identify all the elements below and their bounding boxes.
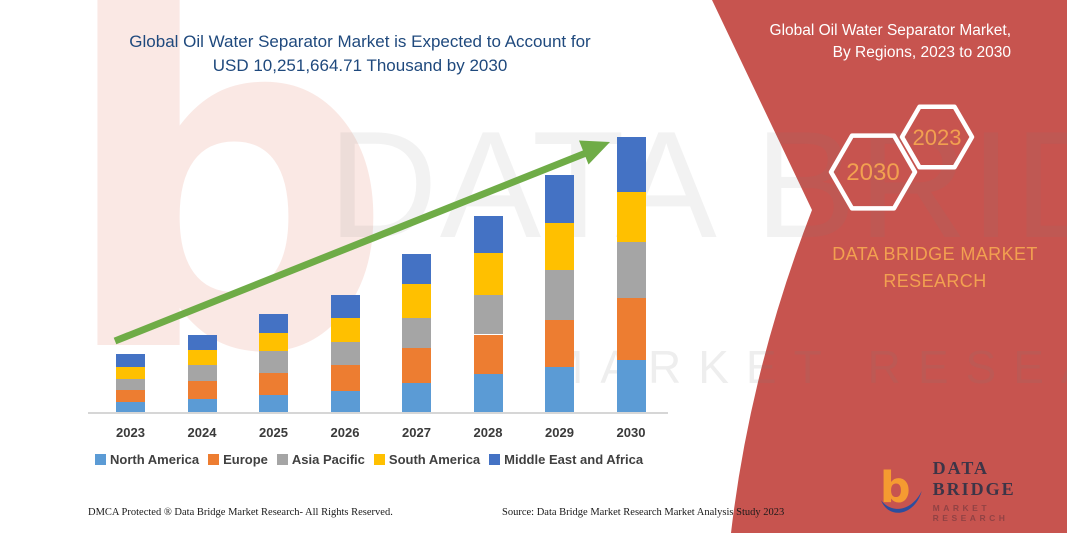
legend-label: South America [388, 452, 481, 467]
legend-swatch [373, 454, 385, 465]
bar-segment-2030-middle-east-and-africa [616, 137, 646, 192]
x-axis-label-2028: 2028 [473, 425, 503, 440]
hexagon-2030-label: 2030 [846, 159, 899, 186]
chart-title-line2: USD 10,251,664.71 Thousand by 2030 [212, 56, 508, 75]
bar-segment-2025-north-america [259, 394, 288, 413]
footer-dmca-text: DMCA Protected ® Data Bridge Market Rese… [88, 507, 393, 518]
logo-name: DATA BRIDGE [932, 458, 1016, 499]
bar-segment-2026-north-america [330, 390, 360, 413]
bar-segment-2030-south-america [616, 191, 646, 243]
hexagon-2030 [828, 133, 918, 211]
bar-segment-2029-north-america [545, 366, 574, 413]
legend-swatch [489, 454, 501, 465]
red-panel-shape [712, 0, 1067, 533]
side-panel-title-line1: Global Oil Water Separator Market, [769, 22, 1011, 39]
legend-item-middle-east-and-africa: Middle East and Africa [489, 452, 643, 467]
x-axis-label-2030: 2030 [616, 425, 646, 440]
data-bridge-logo: b DATA BRIDGE MARKET RESEARCH [880, 458, 1067, 523]
bar-segment-2023-middle-east-and-africa [116, 353, 145, 367]
x-axis-line [88, 412, 668, 414]
side-panel-brand-line2: RESEARCH [883, 271, 987, 291]
bar-segment-2023-europe [116, 390, 145, 402]
bar-segment-2023-asia-pacific [116, 379, 145, 391]
bar-segment-2024-asia-pacific [187, 365, 217, 381]
legend-item-south-america: South America [373, 452, 481, 467]
bar-segment-2030-asia-pacific [616, 242, 646, 298]
data-bridge-logo-text: DATA BRIDGE MARKET RESEARCH [933, 458, 1067, 523]
bar-segment-2026-europe [330, 364, 360, 391]
bar-segment-2025-asia-pacific [259, 351, 288, 373]
bar-segment-2027-europe [402, 347, 431, 383]
legend-label: North America [110, 452, 200, 467]
legend-label: Asia Pacific [291, 452, 365, 467]
x-axis-label-2024: 2024 [187, 425, 217, 440]
bar-segment-2028-north-america [473, 373, 503, 413]
bar-segment-2023-south-america [116, 366, 145, 380]
legend-item-asia-pacific: Asia Pacific [276, 452, 365, 467]
bar-segment-2026-asia-pacific [330, 342, 360, 365]
bar-segment-2025-europe [259, 372, 288, 395]
logo-subtitle: MARKET RESEARCH [932, 503, 1009, 523]
chart-legend: North America Europe Asia Pacific South Ame… [95, 452, 643, 467]
bar-segment-2024-europe [187, 380, 217, 399]
legend-swatch [95, 454, 106, 465]
legend-swatch [208, 454, 220, 465]
bar-segment-2030-europe [616, 297, 646, 361]
bar-segment-2027-north-america [402, 382, 431, 413]
side-panel-title: Global Oil Water Separator Market, By Re… [681, 20, 1011, 64]
legend-item-europe: Europe [208, 452, 268, 467]
data-bridge-logo-icon: b [880, 463, 922, 513]
footer-source-text: Source: Data Bridge Market Research Mark… [502, 507, 785, 518]
chart-title: Global Oil Water Separator Market is Exp… [95, 30, 625, 78]
x-axis-label-2029: 2029 [545, 425, 574, 440]
legend-item-north-america: North America [95, 452, 199, 467]
x-axis-label-2027: 2027 [402, 425, 431, 440]
hexagon-2023-label: 2023 [913, 125, 962, 150]
x-axis-label-2023: 2023 [116, 425, 145, 440]
bar-segment-2023-north-america [116, 402, 145, 413]
bar-segment-2024-north-america [187, 398, 217, 413]
chart-title-line1: Global Oil Water Separator Market is Exp… [129, 32, 591, 51]
legend-label: Middle East and Africa [504, 452, 644, 467]
hexagon-2023 [899, 104, 975, 170]
x-axis-label-2026: 2026 [330, 425, 360, 440]
side-panel-brand-line1: DATA BRIDGE MARKET [832, 244, 1038, 264]
side-panel-brand-text: DATA BRIDGE MARKET RESEARCH [818, 241, 1052, 295]
legend-label: Europe [223, 452, 268, 467]
x-axis-label-2025: 2025 [259, 425, 288, 440]
bar-segment-2024-south-america [187, 350, 217, 366]
side-panel-title-line2: By Regions, 2023 to 2030 [832, 44, 1011, 61]
bar-segment-2030-north-america [616, 360, 646, 413]
legend-swatch [276, 454, 288, 465]
